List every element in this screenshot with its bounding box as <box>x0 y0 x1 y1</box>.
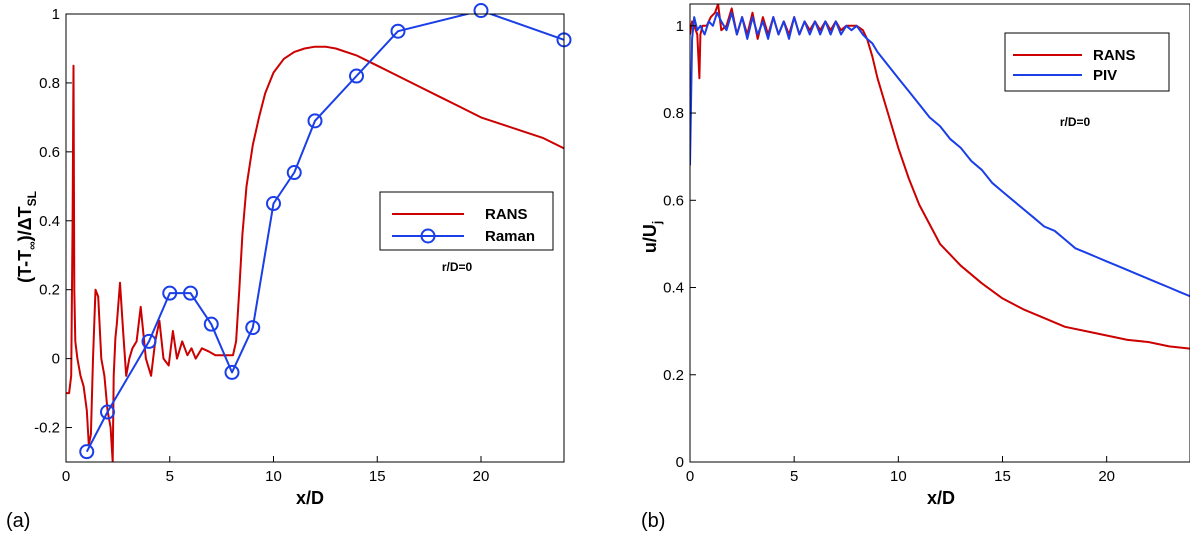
panel-b-plot-frame <box>689 3 1190 463</box>
panel-a-raman-marker <box>224 364 240 380</box>
panel-b-x-tick-label: 20 <box>1098 468 1115 485</box>
panel-a-legend: RANS Raman <box>379 191 554 251</box>
panel-a-legend-box <box>379 191 554 251</box>
panel-a-x-tick-label: 10 <box>265 468 282 485</box>
panel-a-y-tick-label: -0.2 <box>34 420 60 437</box>
panel-a-series-layer <box>66 3 572 462</box>
panel-a-y-ticks: -0.2 0 0.2 0.4 0.6 0.8 1 <box>34 6 72 437</box>
panel-b-legend-piv-label: PIV <box>1093 67 1117 84</box>
panel-b-piv-line <box>690 11 1190 298</box>
panel-a-legend-rans-label: RANS <box>485 206 528 223</box>
panel-a-legend-raman-label: Raman <box>485 228 535 245</box>
panel-a-plot-frame <box>65 13 565 463</box>
panel-a-raman-marker <box>390 23 406 39</box>
panel-b-y-tick-label: 1 <box>676 18 684 35</box>
panel-a-y-tick-label: 0.6 <box>39 144 60 161</box>
panel-b-x-tick-label: 10 <box>890 468 907 485</box>
panel-a-raman-marker <box>266 196 281 212</box>
panel-a-raman-line <box>85 14 564 453</box>
panel-a-y-label-sub-2: SL <box>25 191 39 206</box>
panel-b-label: (b) <box>641 510 665 532</box>
panel-a-y-tick-label: 0 <box>52 351 60 368</box>
panel-b-series-layer <box>690 4 1190 350</box>
panel-a-raman-marker <box>286 165 302 181</box>
panel-a-raman-marker <box>307 113 323 129</box>
panel-a-x-tick-label: 20 <box>473 468 490 485</box>
panel-b-y-tick-label: 0 <box>676 454 684 471</box>
panel-a-y-label-sub-1: ∞ <box>25 241 39 250</box>
panel-a-y-tick-label: 0.2 <box>39 282 60 299</box>
panel-b-x-tick-label: 0 <box>686 468 694 485</box>
panel-a-raman-marker <box>183 285 198 301</box>
panel-a-y-axis-label: (T-T∞)/ΔTSL <box>15 191 39 283</box>
panel-a-raman-marker <box>162 285 178 301</box>
panel-a-raman-marker <box>79 444 95 460</box>
panel-b-annotation: r/D=0 <box>1060 115 1091 129</box>
panel-a-raman-marker <box>473 3 489 19</box>
panel-b-x-ticks: 0 5 10 15 20 <box>686 456 1115 485</box>
panel-a-raman-marker <box>100 404 115 420</box>
panel-a-x-tick-label: 0 <box>62 468 70 485</box>
panel-b-y-ticks: 0 0.2 0.4 0.6 0.8 1 <box>663 18 696 471</box>
panel-a-rans-line <box>66 45 564 462</box>
panel-b-chart: 0 5 10 15 20 0 0.2 0.4 0.6 0.8 1 x/D u/Uj RANS PI… <box>640 3 1190 532</box>
panel-b-y-tick-label: 0.2 <box>663 367 684 384</box>
panel-a-raman-marker <box>203 316 219 332</box>
panel-a-raman-marker <box>349 68 364 84</box>
panel-a-y-tick-label: 0.8 <box>39 75 60 92</box>
panel-b-x-axis-label: x/D <box>927 488 955 508</box>
panel-b-y-tick-label: 0.4 <box>663 280 684 297</box>
panel-b-y-label-part-1: u/U <box>640 224 660 253</box>
panel-a-y-label-part-1: (T-T <box>15 250 35 283</box>
panel-a-y-tick-label: 1 <box>52 6 60 23</box>
panel-a-x-tick-label: 5 <box>166 468 174 485</box>
panel-a-x-axis-label: x/D <box>296 488 324 508</box>
panel-a-raman-marker <box>141 333 157 349</box>
panel-b-y-tick-label: 0.8 <box>663 105 684 122</box>
panel-b-y-axis-label: u/Uj <box>640 221 664 253</box>
panel-a-x-ticks: 0 5 10 15 20 <box>62 456 490 485</box>
panel-b-y-tick-label: 0.6 <box>663 192 684 209</box>
panel-b-legend-rans-label: RANS <box>1093 47 1136 64</box>
panel-b-y-label-sub-1: j <box>650 221 664 225</box>
panel-b-legend: RANS PIV <box>1004 32 1170 92</box>
panel-a-x-tick-label: 15 <box>369 468 386 485</box>
panel-a-y-tick-label: 0.4 <box>39 213 60 230</box>
panel-b-legend-box <box>1004 32 1170 92</box>
panel-a-annotation: r/D=0 <box>442 260 473 274</box>
panel-b-x-tick-label: 5 <box>790 468 798 485</box>
panel-a-legend-raman-marker <box>420 228 436 244</box>
panel-a-label: (a) <box>6 510 30 532</box>
panel-a-raman-marker <box>245 320 261 336</box>
panel-b-x-tick-label: 15 <box>994 468 1011 485</box>
panel-a-y-label-part-2: )/ΔT <box>15 206 35 241</box>
panel-a-chart: 0 5 10 15 20 -0.2 0 0.2 0.4 0.6 0.8 1 x/D (T-T∞)/Δ… <box>6 3 572 532</box>
